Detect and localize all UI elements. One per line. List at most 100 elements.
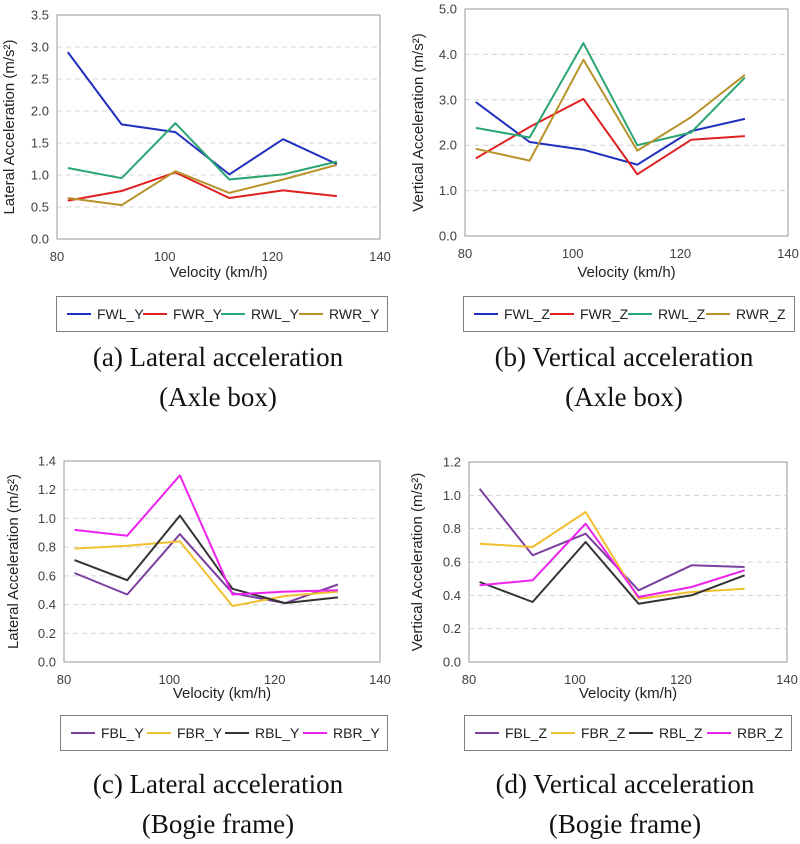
caption-d-caption-line1: (d) Vertical acceleration <box>495 769 755 799</box>
legend-item: FBL_Y <box>71 716 144 750</box>
x-tick-label: 100 <box>562 246 584 261</box>
y-tick-label: 1.2 <box>443 455 461 470</box>
legend-label: FBL_Y <box>101 725 144 741</box>
legend-label: RBR_Z <box>737 725 783 741</box>
chart-panel-d: 0.0 0.2 0.4 0.6 0.8 1.0 1.2 80 100 120 140 Velocity… <box>409 455 798 703</box>
legend-swatch <box>147 732 171 734</box>
legend-label: RWL_Y <box>251 306 299 322</box>
legend-label: FWL_Z <box>504 306 550 322</box>
caption-c-caption-line2: (Bogie frame) <box>141 809 295 839</box>
y-axis-title: Vertical Acceleration (m/s²) <box>409 473 426 651</box>
legend-swatch <box>551 732 575 734</box>
legend-item: FBR_Z <box>551 716 625 750</box>
legend-label: FBL_Z <box>505 725 548 741</box>
legend-label: FBR_Z <box>581 725 626 741</box>
x-tick-label: 120 <box>264 672 286 687</box>
plot-area-frame <box>63 460 381 663</box>
y-tick-label: 0.0 <box>439 229 457 244</box>
y-tick-label: 3.0 <box>31 40 49 55</box>
legend-c: FBL_Y FBR_Y RBL_Y RBR_Y <box>60 715 388 751</box>
y-tick-label: 3.5 <box>31 8 49 23</box>
y-tick-label: 3.0 <box>439 92 457 107</box>
legend-swatch <box>221 313 245 315</box>
series-line-fbl-z <box>478 488 745 592</box>
chart-panel-c: 0.0 0.2 0.4 0.6 0.8 1.0 1.2 1.4 80 100 120 140 Veloc… <box>5 454 391 703</box>
legend-item: RWL_Z <box>628 297 705 331</box>
y-tick-label: 0.2 <box>443 621 461 636</box>
caption-a-caption-line2: (Axle box) <box>159 382 277 412</box>
y-tick-label: 0.5 <box>31 200 49 215</box>
plot-area-frame <box>56 14 381 240</box>
y-tick-label: 0.4 <box>38 597 56 612</box>
series-line-fbr-y <box>74 540 338 607</box>
chart-panel-b: 0.0 1.0 2.0 3.0 4.0 5.0 80 100 120 140 Velocity (k… <box>410 2 799 282</box>
y-tick-label: 0.8 <box>443 521 461 536</box>
series-line-fbl-y <box>74 533 339 605</box>
legend-item: RBL_Z <box>629 716 703 750</box>
y-tick-label: 0.4 <box>443 588 461 603</box>
chart-panel-a: 0.0 0.5 1.0 1.5 2.0 2.5 3.0 3.5 80 100 120 140 Veloc… <box>1 8 391 282</box>
legend-swatch <box>628 313 652 315</box>
legend-label: RWR_Y <box>329 306 380 322</box>
series-line-rbl-y <box>74 514 339 605</box>
y-tick-label: 0.0 <box>38 655 56 670</box>
legend-item: RBR_Z <box>707 716 783 750</box>
x-tick-label: 140 <box>776 672 798 687</box>
x-tick-label: 100 <box>564 672 586 687</box>
caption-b-caption-line2: (Axle box) <box>565 382 683 412</box>
y-tick-label: 4.0 <box>439 47 457 62</box>
legend-label: RBR_Y <box>333 725 380 741</box>
legend-item: FWL_Y <box>67 297 144 331</box>
y-tick-label: 1.0 <box>443 488 461 503</box>
series-line-fwr-y <box>67 171 338 202</box>
legend-label: RWL_Z <box>658 306 706 322</box>
legend-item: RBL_Y <box>225 716 299 750</box>
legend-item: FWR_Z <box>550 297 628 331</box>
legend-label: FWR_Y <box>173 306 222 322</box>
x-tick-label: 120 <box>670 672 692 687</box>
legend-item: FBR_Y <box>147 716 222 750</box>
x-tick-label: 100 <box>154 249 176 264</box>
legend-item: RWR_Y <box>299 297 379 331</box>
y-axis-title: Vertical Acceleration (m/s²) <box>410 33 427 211</box>
series-line-rbr-y <box>74 474 338 596</box>
x-axis-title: Velocity (km/h) <box>169 264 267 281</box>
series-line-rwr-y <box>67 163 338 207</box>
y-tick-label: 1.5 <box>31 136 49 151</box>
x-axis-title: Velocity (km/h) <box>577 264 675 281</box>
y-tick-label: 2.5 <box>31 72 49 87</box>
y-tick-label: 5.0 <box>439 2 457 17</box>
plot-area-frame <box>468 461 788 663</box>
x-tick-label: 120 <box>261 249 283 264</box>
series-line-fwl-y <box>66 51 338 176</box>
y-tick-label: 0.0 <box>443 655 461 670</box>
series-line-fbr-z <box>479 511 745 600</box>
legend-swatch <box>67 313 91 315</box>
legend-item: RWR_Z <box>706 297 786 331</box>
x-tick-label: 120 <box>669 246 691 261</box>
legend-swatch <box>303 732 327 734</box>
y-tick-label: 0.6 <box>443 555 461 570</box>
legend-label: RBL_Y <box>255 725 300 741</box>
x-tick-label: 140 <box>369 249 391 264</box>
x-tick-label: 100 <box>158 672 180 687</box>
x-tick-label: 80 <box>458 246 472 261</box>
series-line-fwr-z <box>475 97 745 176</box>
caption-c-caption-line1: (c) Lateral acceleration <box>92 769 344 799</box>
y-axis-title: Lateral Acceleration (m/s²) <box>1 39 18 214</box>
legend-d: FBL_Z FBR_Z RBL_Z RBR_Z <box>464 715 792 751</box>
series-line-rbr-z <box>479 522 745 598</box>
legend-swatch <box>299 313 323 315</box>
legend-swatch <box>706 313 730 315</box>
y-tick-label: 1.0 <box>31 168 49 183</box>
legend-swatch <box>707 732 731 734</box>
legend-label: RWR_Z <box>736 306 786 322</box>
series-line-rwr-z <box>475 58 746 162</box>
legend-label: FWR_Z <box>580 306 629 322</box>
x-axis-title: Velocity (km/h) <box>579 685 677 702</box>
legend-item: FBL_Z <box>475 716 547 750</box>
legend-swatch <box>143 313 167 315</box>
legend-swatch <box>629 732 653 734</box>
